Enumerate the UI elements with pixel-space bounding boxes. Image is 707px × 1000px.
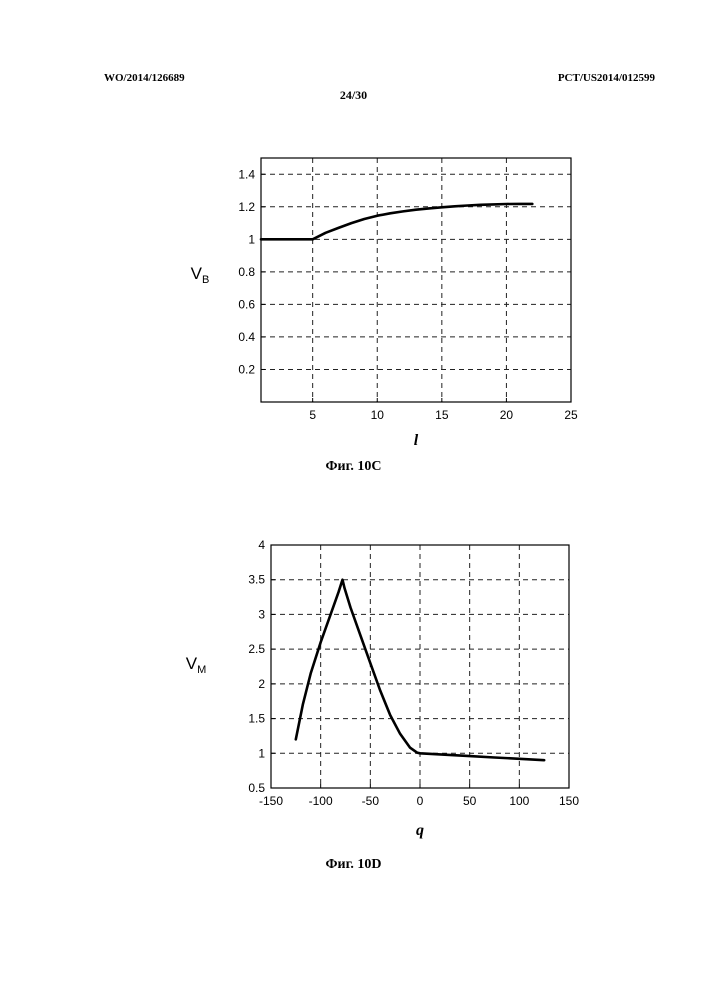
chart-1-xtick-label: 15 [435,408,449,422]
chart-2-xtick-label: -100 [309,794,333,808]
chart-1-ytick-label: 1 [248,232,255,246]
chart-1-xlabel: l [414,432,419,449]
chart-2-ytick-label: 3 [258,607,265,621]
chart-1-ytick-label: 0.6 [238,297,255,311]
chart-1-xtick-label: 20 [500,408,514,422]
chart-2-ytick-label: 1.5 [248,712,265,726]
chart-2-xtick-label: 0 [417,794,424,808]
chart-1-ytick-label: 1.2 [238,200,255,214]
chart-2-ytick-label: 2.5 [248,642,265,656]
figure-caption-10c: Фиг. 10С [0,459,707,475]
chart-1-ytick-label: 0.4 [238,330,255,344]
chart-2-xtick-label: 50 [463,794,477,808]
chart-2-series-line [296,580,544,761]
chart-2-ytick-label: 1 [258,746,265,760]
chart-1-ytick-label: 0.8 [238,265,255,279]
figure-caption-10d: Фиг. 10D [0,857,707,873]
chart-1-ytick-label: 0.2 [238,362,255,376]
chart-2-xtick-label: -50 [362,794,380,808]
chart-2-ylabel: VM [186,654,207,676]
chart-1-xtick-label: 10 [371,408,385,422]
chart-1-ylabel: VB [191,264,210,286]
chart-1-xtick-label: 5 [309,408,316,422]
chart-2-xtick-label: 100 [509,794,529,808]
chart-1-ytick-label: 1.4 [238,167,255,181]
chart-1-xtick-label: 25 [564,408,578,422]
chart-2-xtick-label: -150 [259,794,283,808]
chart-2-ytick-label: 2 [258,677,265,691]
chart-2-ytick-label: 0.5 [248,781,265,795]
chart-1-series-line [261,204,532,239]
chart-2-xtick-label: 150 [559,794,579,808]
chart-2-ytick-label: 4 [258,538,265,552]
chart-2-xlabel: q [416,822,424,839]
chart-1-plot-frame [261,158,571,402]
chart-2-ytick-label: 3.5 [248,573,265,587]
